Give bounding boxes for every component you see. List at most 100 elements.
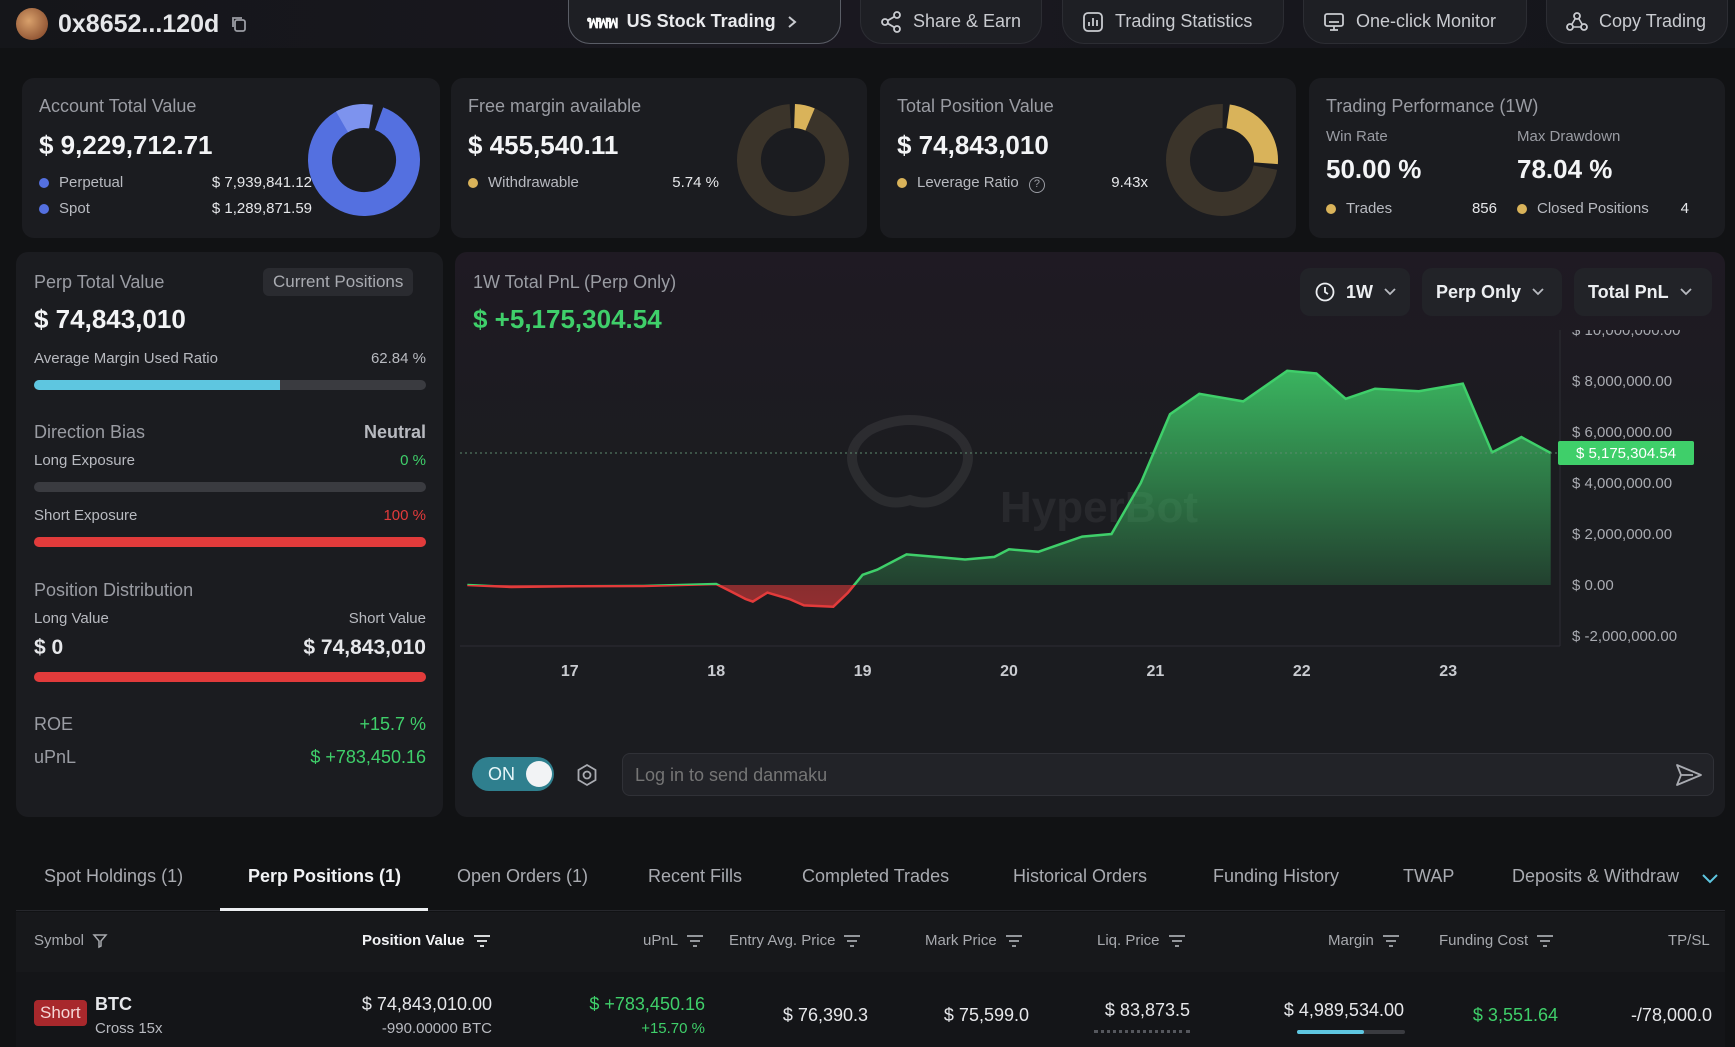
margin-mode: Cross 15x xyxy=(95,1020,163,1037)
danmaku-input[interactable] xyxy=(635,760,1635,790)
trading-statistics-label: Trading Statistics xyxy=(1115,11,1253,31)
margin-value: $ 4,989,534.00 xyxy=(1283,1000,1404,1020)
tab-funding-history[interactable]: Funding History xyxy=(1213,866,1340,886)
table-row[interactable] xyxy=(16,972,1725,1047)
margin-bar xyxy=(1297,1030,1405,1034)
perp-panel: Perp Total Value Current Positions $ 74,… xyxy=(16,252,443,817)
period-dropdown[interactable]: 1W xyxy=(1300,268,1410,316)
header-margin[interactable]: Margin xyxy=(1328,932,1400,949)
short-value: $ 74,843,010 xyxy=(303,636,426,659)
x-tick-label: 22 xyxy=(1293,663,1311,680)
tab-spot-holdings[interactable]: Spot Holdings (1) xyxy=(44,866,184,886)
current-positions-tag[interactable]: Current Positions xyxy=(263,268,414,296)
header-tpsl[interactable]: TP/SL xyxy=(1668,932,1710,949)
header-position-value[interactable]: Position Value xyxy=(362,932,491,949)
long-exposure-value: 0 % xyxy=(400,452,426,469)
chevron-right-icon xyxy=(786,15,798,29)
short-exposure-value: 100 % xyxy=(383,507,426,524)
roe-value: +15.7 % xyxy=(359,714,426,734)
long-exposure-bar xyxy=(34,482,426,492)
help-icon[interactable]: ? xyxy=(1028,177,1045,193)
long-exposure-label: Long Exposure xyxy=(34,452,135,469)
leverage-ratio-value: 9.43x xyxy=(1111,174,1148,191)
metric-dropdown[interactable]: Total PnL xyxy=(1574,268,1712,316)
position-distribution-fill xyxy=(34,672,426,682)
stock-logo: พพพ xyxy=(587,12,619,32)
y-tick-label: $ 8,000,000.00 xyxy=(1572,373,1672,390)
toggle-knob xyxy=(526,761,552,787)
one-click-monitor-label: One-click Monitor xyxy=(1356,11,1497,31)
roe-label: ROE xyxy=(34,714,74,734)
header-entry-avg-price[interactable]: Entry Avg. Price xyxy=(729,932,861,949)
header-symbol[interactable]: Symbol xyxy=(34,932,108,949)
withdrawable-value: 5.74 % xyxy=(672,174,719,191)
x-tick-label: 19 xyxy=(854,663,872,680)
copy-trading-label: Copy Trading xyxy=(1599,11,1707,31)
short-value-label: Short Value xyxy=(348,610,426,627)
account-total-value: $ 9,229,712.71 xyxy=(39,130,213,160)
tab-open-orders[interactable]: Open Orders (1) xyxy=(457,866,589,886)
sort-icon xyxy=(1168,934,1185,947)
tab-historical-orders[interactable]: Historical Orders xyxy=(1013,866,1148,886)
y-tick-label: $ 0.00 xyxy=(1572,577,1614,594)
tab-twap[interactable]: TWAP xyxy=(1403,866,1455,886)
position-distribution-label: Position Distribution xyxy=(34,580,194,600)
share-earn-label: Share & Earn xyxy=(913,11,1022,31)
danmaku-settings-icon[interactable] xyxy=(574,762,600,788)
x-tick-label: 23 xyxy=(1439,663,1457,680)
current-value-label: $ 5,175,304.54 xyxy=(1576,445,1676,462)
trades-value: 856 xyxy=(1471,200,1497,217)
y-tick-label: $ 2,000,000.00 xyxy=(1572,526,1672,543)
upnl-percent: +15.70 % xyxy=(641,1020,705,1037)
pnl-line-negative xyxy=(467,585,856,608)
symbol-name[interactable]: BTC xyxy=(95,994,132,1014)
side-badge: Short xyxy=(34,1000,87,1026)
x-tick-label: 18 xyxy=(707,663,725,680)
trading-performance-card: Trading Performance (1W) Win Rate 50.00 … xyxy=(1309,78,1725,238)
liq-distance-indicator xyxy=(1094,1030,1190,1033)
tab-deposits-withdraw[interactable]: Deposits & Withdraw xyxy=(1512,866,1680,886)
copy-trading-button[interactable]: Copy Trading xyxy=(1546,0,1728,44)
spot-label: Spot xyxy=(39,200,90,217)
share-earn-button[interactable]: Share & Earn xyxy=(860,0,1042,44)
free-margin-title: Free margin available xyxy=(468,96,642,116)
header-mark-price[interactable]: Mark Price xyxy=(925,932,1023,949)
bar-chart-icon xyxy=(1081,10,1105,34)
sort-icon xyxy=(844,934,861,947)
send-icon[interactable] xyxy=(1675,762,1703,788)
chevron-down-icon[interactable] xyxy=(1700,872,1720,886)
total-position-card: Total Position Value $ 74,843,010 Levera… xyxy=(880,78,1296,238)
header-funding-cost[interactable]: Funding Cost xyxy=(1439,932,1554,949)
wallet-address: 0x8652...120d xyxy=(58,9,220,38)
tab-perp-positions[interactable]: Perp Positions (1) xyxy=(248,866,402,886)
tab-completed-trades[interactable]: Completed Trades xyxy=(802,866,950,886)
header-upnl[interactable]: uPnL xyxy=(643,932,704,949)
amr-bar xyxy=(34,380,426,390)
trading-statistics-button[interactable]: Trading Statistics xyxy=(1062,0,1284,44)
upnl-cell: $ +783,450.16 xyxy=(589,994,705,1014)
withdrawable-label: Withdrawable xyxy=(468,174,579,191)
danmaku-toggle[interactable]: ON xyxy=(472,757,554,791)
tab-recent-fills[interactable]: Recent Fills xyxy=(648,866,743,886)
header-liq-price[interactable]: Liq. Price xyxy=(1097,932,1186,949)
danmaku-toggle-label: ON xyxy=(488,764,515,784)
sort-icon xyxy=(1005,934,1022,947)
upnl-label: uPnL xyxy=(34,747,77,767)
one-click-monitor-button[interactable]: One-click Monitor xyxy=(1303,0,1527,44)
tpsl-value[interactable]: -/78,000.0 xyxy=(1630,1005,1712,1025)
pnl-value: $ +5,175,304.54 xyxy=(473,304,662,334)
amr-label: Average Margin Used Ratio xyxy=(34,350,218,367)
danmaku-input-wrapper xyxy=(622,753,1714,796)
direction-bias-value: Neutral xyxy=(363,422,426,442)
share-icon xyxy=(879,10,903,34)
scope-value: Perp Only xyxy=(1436,281,1522,302)
sort-icon xyxy=(1382,934,1399,947)
us-stock-trading-button[interactable]: พพพ US Stock Trading xyxy=(568,0,841,44)
x-tick-label: 17 xyxy=(561,663,579,680)
direction-bias-label: Direction Bias xyxy=(34,422,146,442)
scope-dropdown[interactable]: Perp Only xyxy=(1422,268,1562,316)
active-tab-indicator xyxy=(220,908,428,911)
copy-icon[interactable] xyxy=(229,14,249,34)
trading-performance-title: Trading Performance (1W) xyxy=(1326,96,1539,116)
max-drawdown-label: Max Drawdown xyxy=(1517,128,1621,145)
